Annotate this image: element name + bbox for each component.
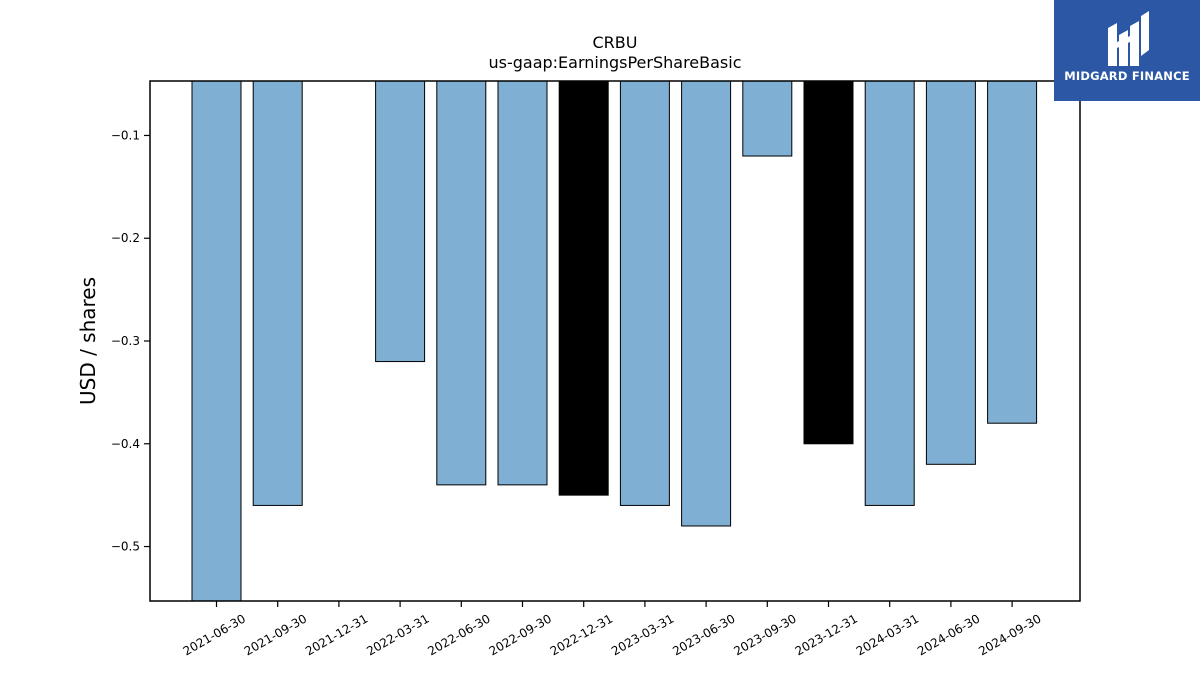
bar-2021-06-30 (191, 81, 242, 601)
bar-2022-09-30 (497, 81, 548, 486)
x-tick-label: 2022-06-30 (425, 611, 492, 658)
x-tick-label: 2023-09-30 (731, 611, 798, 658)
y-tick-label: −0.2 (111, 231, 140, 245)
x-tick-label: 2023-06-30 (670, 611, 737, 658)
x-tick-label: 2021-09-30 (242, 611, 309, 658)
bar-2022-06-30 (436, 81, 487, 486)
bar-2024-03-31 (864, 81, 915, 506)
x-tick-label: 2021-12-31 (303, 611, 370, 658)
x-tick-label: 2024-09-30 (976, 611, 1043, 658)
x-tick-label: 2024-03-31 (854, 611, 921, 658)
bar-2023-06-30 (681, 81, 732, 527)
bar-2024-06-30 (925, 81, 976, 465)
y-tick-label: −0.3 (111, 334, 140, 348)
x-tick-label: 2022-09-30 (487, 611, 554, 658)
x-tick-label: 2023-03-31 (609, 611, 676, 658)
bar-2023-09-30 (742, 81, 793, 157)
x-tick-label: 2022-12-31 (548, 611, 615, 658)
midgard-logo-icon (1108, 11, 1149, 66)
x-tick-label: 2021-06-30 (181, 611, 248, 658)
midgard-finance-logo: MIDGARD FINANCE (1054, 0, 1200, 101)
y-tick-label: −0.5 (111, 540, 140, 554)
x-tick-label: 2022-03-31 (364, 611, 431, 658)
x-tick-label: 2023-12-31 (793, 611, 860, 658)
y-tick-label: −0.1 (111, 128, 140, 142)
bar-2021-09-30 (252, 81, 303, 506)
y-tick-label: −0.4 (111, 437, 140, 451)
x-tick-label: 2024-06-30 (915, 611, 982, 658)
bar-2024-09-30 (987, 81, 1038, 424)
bar-2023-12-31 (803, 81, 854, 445)
bar-2022-12-31 (558, 81, 609, 496)
chart-title: CRBU (593, 33, 638, 52)
chart-subtitle: us-gaap:EarningsPerShareBasic (488, 53, 741, 72)
bar-2022-03-31 (375, 81, 426, 363)
logo-text: MIDGARD FINANCE (1064, 69, 1190, 83)
bars (191, 81, 1038, 601)
bar-2023-03-31 (619, 81, 670, 506)
y-axis-label: USD / shares (76, 277, 100, 405)
